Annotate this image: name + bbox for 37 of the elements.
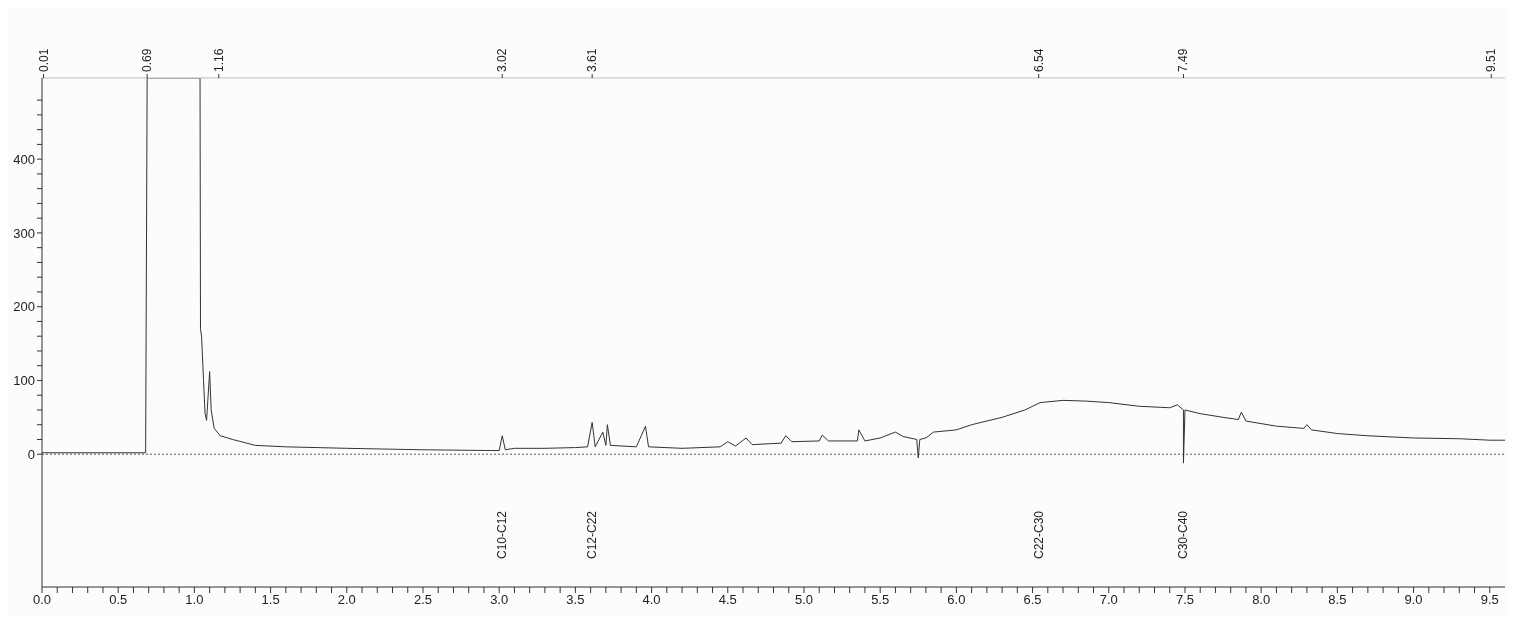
y-tick-label: 100 <box>13 373 35 389</box>
x-tick-label: 2.5 <box>413 592 433 608</box>
annotation: C30-C40 <box>1176 510 1191 559</box>
x2-tick-label: 3.61 <box>585 48 600 72</box>
annotation: C10-C12 <box>495 510 510 559</box>
x2-tick-label: 9.51 <box>1484 48 1499 72</box>
x-tick-label: 7.0 <box>1099 592 1118 608</box>
x-tick-label: 1.5 <box>261 592 280 608</box>
x-tick-label: 6.0 <box>947 592 966 608</box>
x-tick-label: 6.5 <box>1023 592 1042 608</box>
x-tick-label: 4.0 <box>642 592 661 608</box>
x-tick-label: 1.0 <box>185 592 204 608</box>
x2-tick-label: 0.69 <box>140 48 155 72</box>
x-tick-label: 7.5 <box>1175 592 1195 608</box>
annotation: C12-C22 <box>585 510 600 559</box>
x2-tick-label: 0.01 <box>36 48 51 72</box>
x-tick-label: 3.0 <box>490 592 509 608</box>
x-tick-label: 3.5 <box>566 592 585 608</box>
y-tick-label: 200 <box>13 299 35 315</box>
x-tick-label: 0.5 <box>109 592 128 608</box>
annotation: C22-C30 <box>1031 510 1046 559</box>
x-tick-label: 2.0 <box>337 592 356 608</box>
y-tick-label: 300 <box>13 225 35 241</box>
y-tick-label: 400 <box>13 151 35 167</box>
x-tick-label: 5.5 <box>871 592 890 608</box>
x-tick-label: 0.0 <box>32 592 52 608</box>
x2-tick-label: 3.02 <box>495 48 510 72</box>
x-tick-label: 9.0 <box>1404 592 1423 608</box>
x2-tick-label: 1.16 <box>211 48 226 72</box>
x-tick-label: 9.5 <box>1480 592 1499 608</box>
x2-tick-label: 6.54 <box>1031 48 1046 72</box>
x-tick-label: 4.5 <box>718 592 737 608</box>
x-tick-label: 8.0 <box>1252 592 1271 608</box>
y-tick-label: 0 <box>27 446 35 462</box>
x2-tick-label: 7.49 <box>1176 48 1191 72</box>
x-tick-label: 5.0 <box>794 592 814 608</box>
x-tick-label: 8.5 <box>1328 592 1347 608</box>
